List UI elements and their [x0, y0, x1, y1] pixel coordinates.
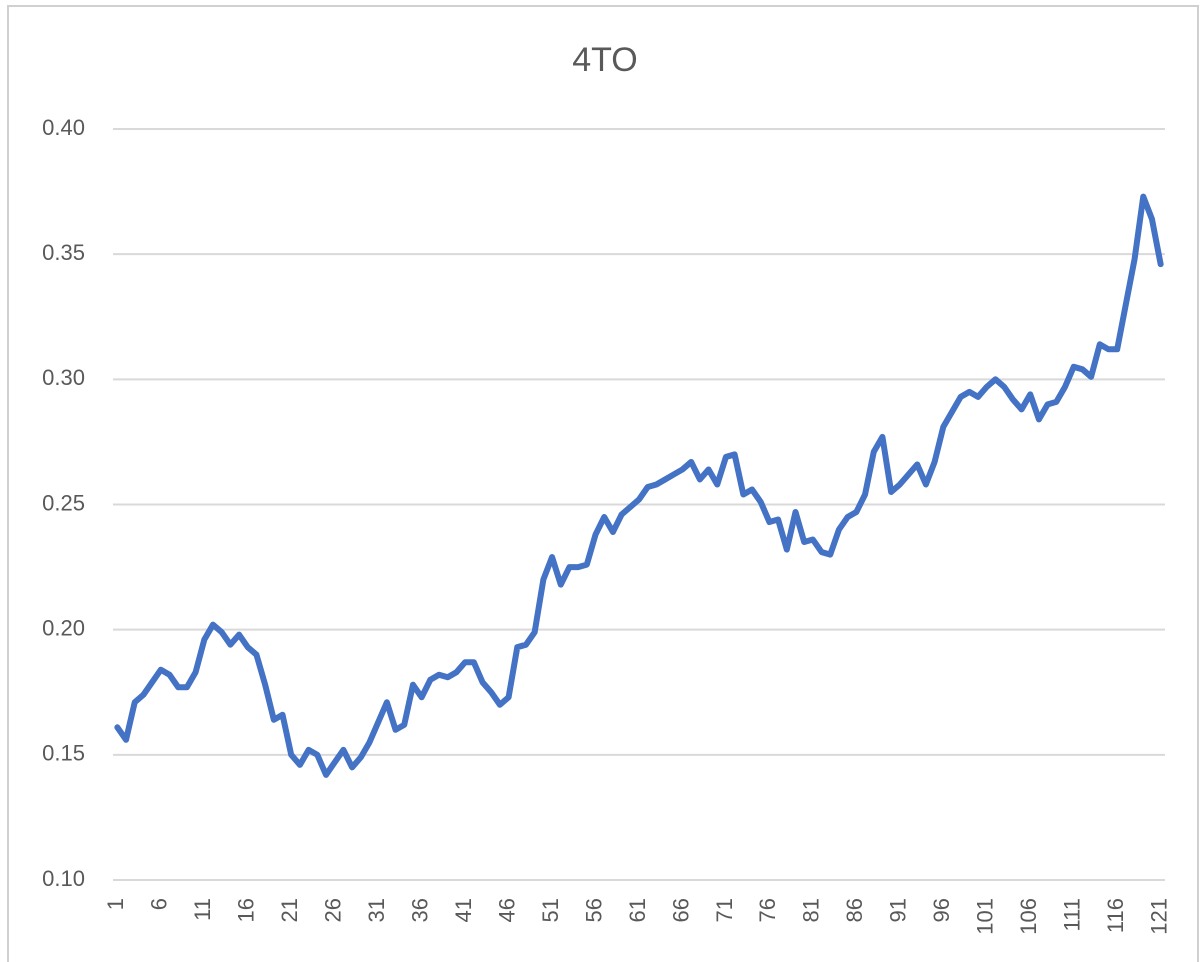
x-tick-label: 16: [234, 898, 259, 922]
y-tick-label: 0.10: [42, 866, 85, 891]
x-tick-label: 41: [451, 898, 476, 922]
y-tick-label: 0.40: [42, 115, 85, 140]
x-tick-label: 121: [1146, 898, 1171, 935]
x-tick-label: 96: [929, 898, 954, 922]
y-tick-label: 0.30: [42, 365, 85, 390]
y-tick-label: 0.15: [42, 741, 85, 766]
x-tick-label: 71: [712, 898, 737, 922]
x-tick-label: 116: [1103, 898, 1128, 933]
y-tick-label: 0.20: [42, 615, 85, 640]
x-tick-label: 26: [321, 898, 346, 922]
x-tick-label: 106: [1016, 898, 1041, 935]
x-tick-label: 101: [973, 898, 998, 935]
x-tick-label: 61: [625, 898, 650, 922]
x-tick-label: 81: [799, 898, 824, 922]
x-tick-label: 86: [842, 898, 867, 922]
y-tick-label: 0.35: [42, 240, 85, 265]
x-tick-label: 31: [364, 898, 389, 922]
chart-frame: [7, 5, 1199, 962]
x-tick-label: 91: [886, 898, 911, 922]
x-tick-label: 66: [668, 898, 693, 922]
x-tick-label: 46: [494, 898, 519, 922]
x-tick-label: 11: [190, 898, 215, 921]
x-tick-label: 76: [755, 898, 780, 922]
x-tick-label: 36: [407, 898, 432, 922]
x-tick-label: 51: [538, 898, 563, 922]
data-line: [114, 193, 1164, 778]
y-tick-label: 0.25: [42, 490, 85, 515]
x-tick-label: 1: [103, 898, 128, 910]
x-tick-label: 111: [1060, 898, 1085, 931]
x-tick-label: 56: [581, 898, 606, 922]
chart-title: 4TO: [572, 41, 638, 79]
x-tick-label: 21: [277, 898, 302, 922]
x-tick-label: 6: [147, 898, 172, 910]
